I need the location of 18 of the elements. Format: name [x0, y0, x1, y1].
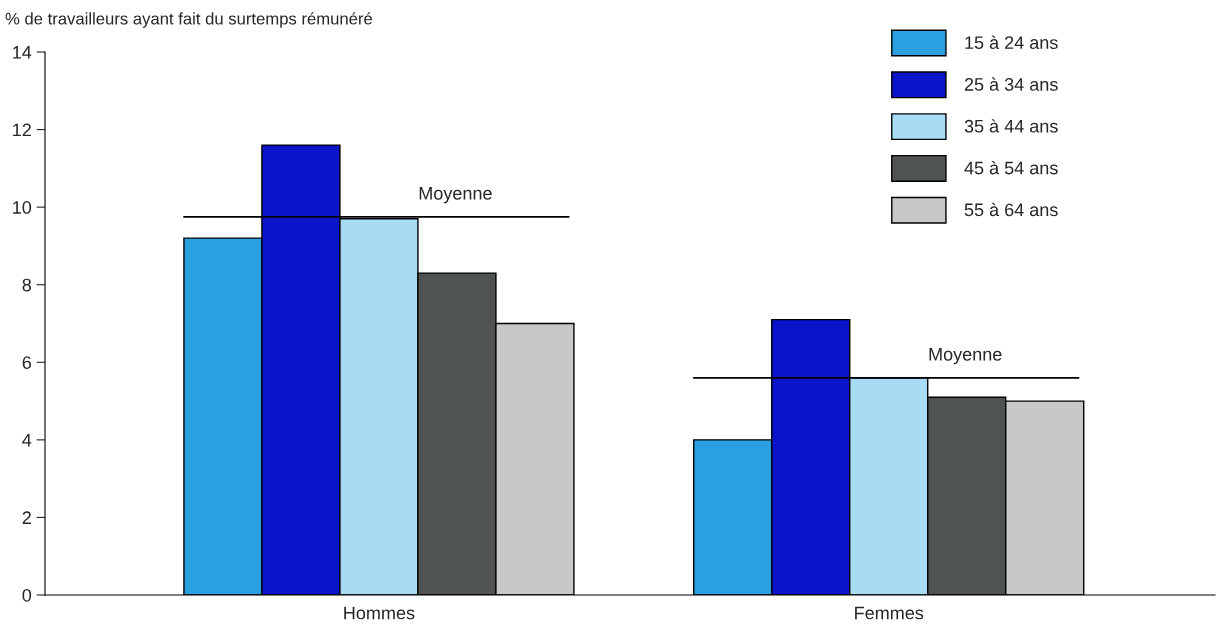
legend-label: 55 à 64 ans [964, 202, 1058, 217]
y-tick-label: 0 [22, 588, 32, 602]
legend-label: 35 à 44 ans [964, 119, 1058, 133]
x-tick-label: Femmes [855, 606, 924, 620]
y-tick-label: 10 [13, 201, 32, 214]
y-tick-label: 8 [22, 278, 32, 292]
y-tick-label: 12 [13, 123, 31, 137]
legend-label: 15 à 24 ans [965, 35, 1058, 50]
y-axis-title: % de travailleurs ayant fait du surtemps rémunéré [5, 12, 373, 28]
y-tick-label: 14 [13, 46, 32, 59]
y-tick-label: 2 [22, 511, 31, 524]
ref-line-label: Moyenne [419, 187, 492, 204]
legend-label: 25 à 34 ans [964, 77, 1058, 91]
y-tick-label: 4 [22, 433, 32, 447]
legend-label: 45 à 54 ans [964, 160, 1058, 175]
y-tick-label: 6 [22, 356, 32, 370]
x-tick-label: Hommes [344, 606, 415, 620]
ref-line-label: Moyenne [929, 348, 1002, 365]
